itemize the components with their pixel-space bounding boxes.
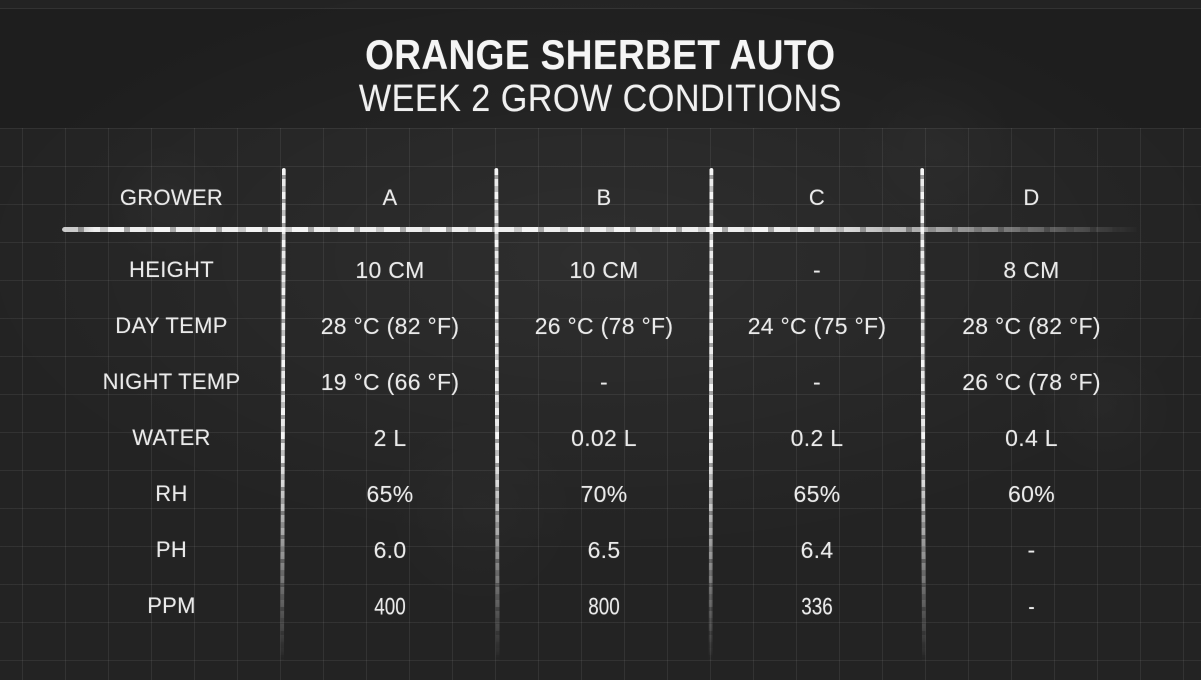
cell-value: - bbox=[1027, 536, 1036, 563]
cell-value: 336 bbox=[801, 591, 833, 620]
cell-value: 2 L bbox=[373, 424, 407, 451]
header-col-a: A bbox=[382, 185, 398, 210]
table-row-ppm: PPM 400 800 336 - bbox=[60, 578, 1140, 634]
row-label: DAY TEMP bbox=[115, 313, 228, 338]
row-label: PH bbox=[155, 537, 188, 562]
cell-value: 26 °C (78 °F) bbox=[534, 312, 674, 339]
table-row-water: WATER 2 L 0.02 L 0.2 L 0.4 L bbox=[60, 410, 1140, 466]
cell-value: 0.02 L bbox=[571, 424, 637, 451]
table-row-rh: RH 65% 70% 65% 60% bbox=[60, 466, 1140, 522]
table-header-row: GROWER A B C D bbox=[60, 168, 1140, 228]
cell-value: 0.4 L bbox=[1005, 424, 1058, 451]
title-block: ORANGE SHERBET AUTO bbox=[0, 34, 1201, 76]
page-subtitle: WEEK 2 GROW CONDITIONS bbox=[358, 78, 843, 120]
cell-value: 65% bbox=[366, 480, 414, 507]
cell-value: 0.2 L bbox=[790, 424, 844, 451]
cell-value: 28 °C (82 °F) bbox=[320, 312, 460, 339]
top-grid-line bbox=[0, 8, 1201, 9]
header-col-d: D bbox=[1023, 185, 1040, 210]
cell-value: 10 CM bbox=[355, 256, 425, 283]
header-col-b: B bbox=[596, 185, 612, 210]
cell-value: 400 bbox=[374, 591, 406, 620]
row-label: HEIGHT bbox=[129, 257, 214, 282]
page-title: ORANGE SHERBET AUTO bbox=[365, 31, 836, 78]
table-row-ph: PH 6.0 6.5 6.4 - bbox=[60, 522, 1140, 578]
table-row-day-temp: DAY TEMP 28 °C (82 °F) 26 °C (78 °F) 24 °C … bbox=[60, 298, 1140, 354]
cell-value: 6.5 bbox=[587, 536, 621, 563]
header-col-c: C bbox=[808, 185, 826, 210]
cell-value: 800 bbox=[588, 591, 620, 620]
cell-value: 6.0 bbox=[373, 536, 407, 563]
cell-value: - bbox=[813, 256, 821, 283]
table-body: HEIGHT 10 CM 10 CM - 8 CM DAY TEMP 28 °C (82 °… bbox=[60, 242, 1140, 634]
cell-value: 28 °C (82 °F) bbox=[962, 312, 1101, 339]
cell-value: 6.4 bbox=[800, 536, 834, 563]
cell-value: - bbox=[1028, 591, 1035, 620]
cell-value: 26 °C (78 °F) bbox=[962, 368, 1101, 395]
row-label: RH bbox=[155, 481, 188, 506]
subtitle-block: WEEK 2 GROW CONDITIONS bbox=[0, 80, 1201, 118]
row-label: PPM bbox=[147, 593, 196, 618]
cell-value: - bbox=[813, 368, 821, 395]
cell-value: - bbox=[600, 368, 608, 395]
cell-value: 65% bbox=[793, 480, 841, 507]
cell-value: 19 °C (66 °F) bbox=[320, 368, 460, 395]
row-label: WATER bbox=[132, 425, 211, 450]
cell-value: 8 CM bbox=[1003, 256, 1060, 283]
row-label: NIGHT TEMP bbox=[102, 369, 241, 394]
table-row-height: HEIGHT 10 CM 10 CM - 8 CM bbox=[60, 242, 1140, 298]
table-row-night-temp: NIGHT TEMP 19 °C (66 °F) - - 26 °C (78 °F) bbox=[60, 354, 1140, 410]
header-underline bbox=[62, 227, 1140, 232]
cell-value: 60% bbox=[1008, 480, 1055, 507]
header-grower: GROWER bbox=[119, 185, 224, 210]
cell-value: 10 CM bbox=[569, 256, 639, 283]
cell-value: 70% bbox=[580, 480, 628, 507]
cell-value: 24 °C (75 °F) bbox=[747, 312, 887, 339]
